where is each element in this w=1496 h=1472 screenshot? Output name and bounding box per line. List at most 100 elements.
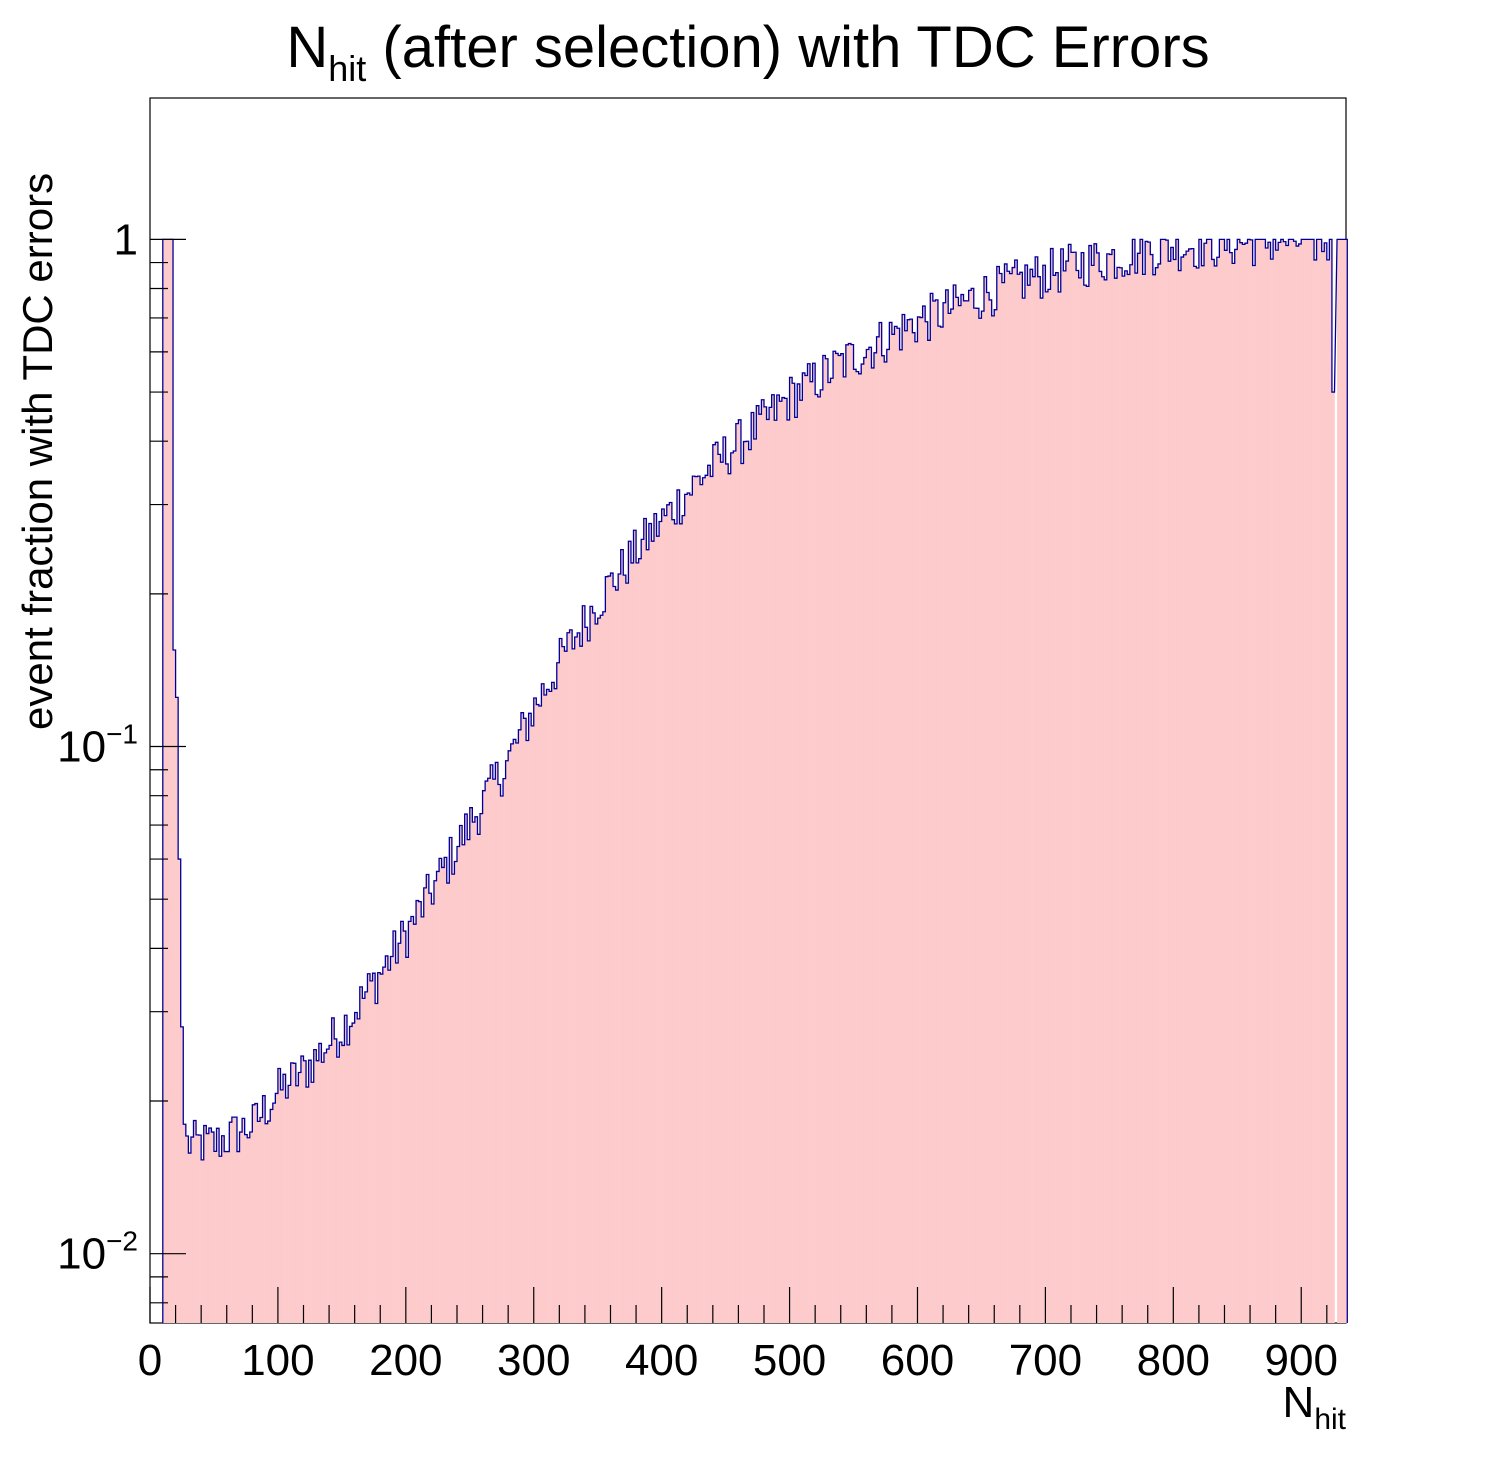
histogram-bin bbox=[753, 438, 757, 1323]
histogram-bin bbox=[1306, 239, 1310, 1323]
histogram-bin bbox=[165, 239, 169, 1323]
histogram-bin bbox=[175, 697, 179, 1323]
histogram-bin bbox=[326, 1049, 330, 1323]
histogram-bin bbox=[300, 1056, 304, 1323]
histogram-bin bbox=[1165, 240, 1169, 1323]
histogram-bin bbox=[533, 697, 537, 1323]
histogram-bin bbox=[625, 583, 629, 1323]
histogram-bin bbox=[1070, 252, 1074, 1323]
histogram-bin bbox=[1147, 242, 1151, 1324]
histogram-bin bbox=[313, 1049, 317, 1323]
histogram-bin bbox=[712, 444, 716, 1323]
histogram-bin bbox=[482, 790, 486, 1323]
histogram-bin bbox=[610, 573, 614, 1323]
histogram-bin bbox=[308, 1060, 312, 1323]
histogram-bin bbox=[449, 837, 453, 1323]
histogram-bin bbox=[1096, 252, 1100, 1323]
histogram-bin bbox=[1319, 239, 1322, 1323]
histogram-bin bbox=[329, 1045, 332, 1323]
histogram-bin bbox=[1296, 246, 1299, 1323]
histogram-bin bbox=[1326, 259, 1330, 1324]
histogram-bin bbox=[385, 955, 389, 1323]
histogram-bin bbox=[1030, 269, 1033, 1323]
histogram-bin bbox=[607, 576, 611, 1323]
histogram-bin bbox=[1157, 263, 1161, 1324]
x-tick-label: 100 bbox=[241, 1336, 314, 1385]
histogram-bin bbox=[792, 383, 795, 1323]
histogram-bin bbox=[1124, 270, 1128, 1323]
histogram-bin bbox=[1278, 242, 1282, 1324]
histogram-bin bbox=[464, 814, 468, 1323]
histogram-bin bbox=[1140, 239, 1143, 1323]
histogram-bin bbox=[290, 1062, 294, 1323]
histogram-bin bbox=[472, 822, 476, 1323]
histogram-bin bbox=[771, 394, 775, 1323]
histogram-bin bbox=[285, 1097, 289, 1323]
histogram-bin bbox=[735, 423, 739, 1323]
histogram-bin bbox=[1101, 276, 1105, 1323]
histogram-bin bbox=[260, 1117, 263, 1323]
histogram-bin bbox=[948, 313, 952, 1324]
histogram-bin bbox=[1134, 273, 1138, 1323]
histogram-bin bbox=[1168, 261, 1172, 1323]
histogram-bin bbox=[1117, 267, 1120, 1323]
histogram-bin bbox=[866, 349, 870, 1323]
histogram-bin bbox=[1265, 248, 1269, 1324]
histogram-bin bbox=[648, 523, 652, 1323]
histogram-bin bbox=[641, 539, 645, 1323]
histogram-bin bbox=[280, 1089, 284, 1323]
histogram-bin bbox=[1331, 392, 1335, 1324]
histogram-bin bbox=[797, 383, 801, 1323]
histogram-bin bbox=[1329, 239, 1333, 1323]
histogram-bin bbox=[531, 725, 535, 1323]
histogram-bin bbox=[940, 327, 944, 1324]
histogram-bin bbox=[968, 290, 972, 1323]
histogram-bin bbox=[1237, 239, 1241, 1323]
histogram-bin bbox=[781, 397, 785, 1324]
histogram-bin bbox=[1270, 259, 1274, 1323]
histogram-bin bbox=[523, 718, 527, 1323]
histogram-bin bbox=[469, 807, 473, 1323]
histogram-bin bbox=[643, 518, 647, 1323]
histogram-bin bbox=[346, 1044, 350, 1323]
histogram-bin bbox=[1186, 251, 1189, 1324]
histogram-bin bbox=[1170, 247, 1174, 1323]
histogram-bin bbox=[1301, 239, 1305, 1323]
x-tick-label: 0 bbox=[138, 1336, 162, 1385]
histogram-bin bbox=[976, 308, 980, 1323]
histogram-bin bbox=[372, 973, 376, 1323]
histogram-bin bbox=[602, 611, 606, 1323]
histogram-bin bbox=[909, 319, 913, 1323]
histogram-bin bbox=[984, 276, 987, 1323]
x-axis-ticks bbox=[149, 1287, 1328, 1323]
histogram-bin bbox=[1255, 239, 1259, 1323]
histogram-bin bbox=[1180, 257, 1184, 1323]
histogram-bin bbox=[226, 1151, 230, 1323]
histogram-bin bbox=[666, 504, 670, 1323]
histogram-bin bbox=[1229, 252, 1233, 1324]
histogram-bin bbox=[321, 1062, 325, 1323]
histogram-bin bbox=[288, 1085, 292, 1323]
histogram-bin bbox=[922, 306, 926, 1323]
histogram-bin bbox=[689, 495, 693, 1323]
histogram-bin bbox=[436, 871, 440, 1323]
histogram-bin bbox=[234, 1117, 238, 1323]
histogram-bin bbox=[377, 972, 381, 1323]
histogram-bin bbox=[902, 314, 905, 1323]
histogram-bin bbox=[868, 347, 872, 1323]
y-tick-label: 10−1 bbox=[57, 719, 138, 772]
histogram-bin bbox=[702, 477, 706, 1323]
y-tick-label: 1 bbox=[114, 215, 138, 264]
histogram-bin bbox=[1009, 273, 1013, 1323]
histogram-bin bbox=[825, 358, 829, 1323]
histogram-bin bbox=[393, 931, 396, 1323]
histogram-bin bbox=[528, 713, 532, 1323]
histogram-bin bbox=[1142, 274, 1146, 1323]
histogram-bin bbox=[1111, 249, 1115, 1324]
histogram-bin bbox=[843, 376, 847, 1324]
histogram-bin bbox=[1321, 251, 1325, 1324]
histogram-bin bbox=[1224, 250, 1228, 1324]
histogram-bin bbox=[1122, 276, 1126, 1323]
histogram-bin bbox=[229, 1122, 233, 1323]
histogram-bin bbox=[945, 289, 949, 1324]
